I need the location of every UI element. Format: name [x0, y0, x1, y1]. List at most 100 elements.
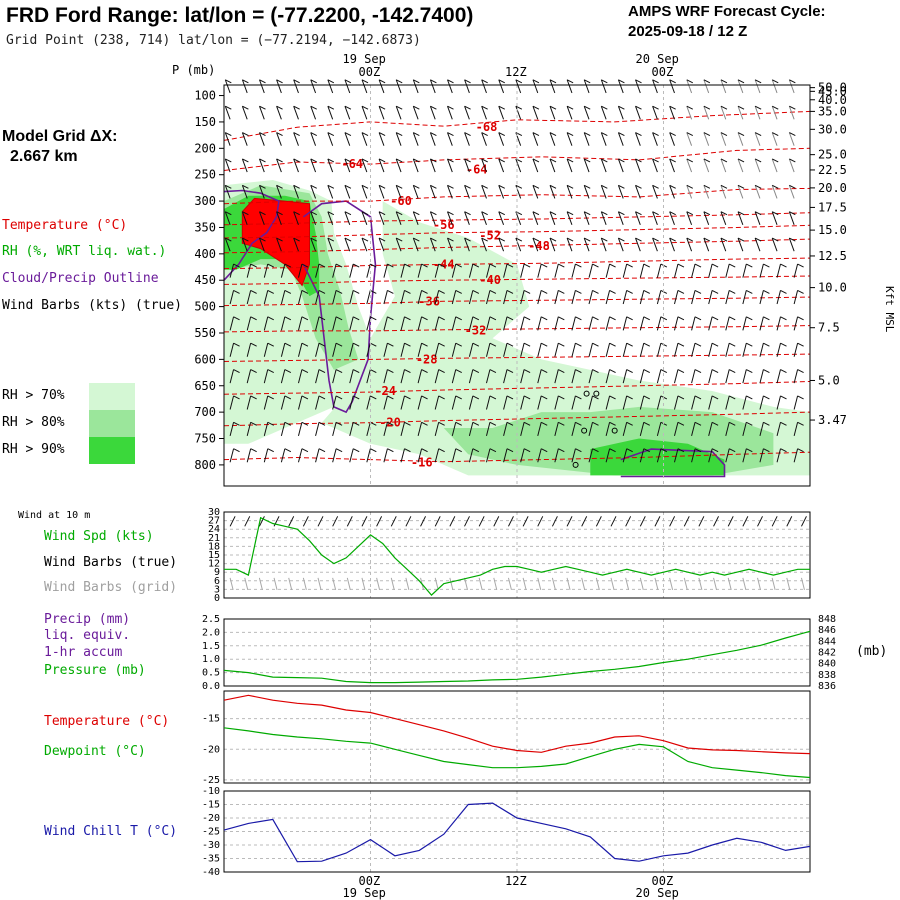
- wind-barb: [571, 316, 576, 331]
- wind-barb-flag: [464, 79, 471, 84]
- wind-barb: [617, 158, 624, 173]
- wind-barb-flag: [267, 448, 274, 453]
- wind-barb-flag: [601, 184, 608, 189]
- true-wind-barb: [786, 516, 793, 527]
- wind-barb: [481, 132, 487, 146]
- wind-barb: [429, 237, 436, 252]
- panel3-tick-label: 0.0: [202, 681, 220, 692]
- wind-barb: [276, 237, 282, 252]
- wind-barb-flag: [506, 448, 514, 453]
- wind-barb-flag: [327, 211, 335, 216]
- wind-barb-flag: [430, 184, 437, 189]
- wind-barb: [315, 395, 320, 410]
- wind-barb: [241, 132, 248, 146]
- wind-barb-flag: [267, 263, 274, 268]
- wind-barb: [464, 237, 470, 252]
- wind-barb: [280, 422, 286, 436]
- wind-barb: [515, 105, 522, 120]
- true-wind-barb: [771, 516, 778, 527]
- wind-barb: [635, 105, 641, 120]
- wind-barb: [224, 132, 231, 146]
- wind-barb-flag: [549, 211, 557, 216]
- wind-barb-flag: [318, 448, 326, 453]
- wind-barb-flag: [387, 316, 394, 321]
- wind-barb-flag: [746, 316, 753, 321]
- wind-barb: [293, 132, 299, 146]
- wind-barb-flag: [276, 237, 283, 242]
- wind-barb-flag: [540, 448, 548, 453]
- wind-barb: [229, 263, 235, 278]
- wind-barb: [635, 185, 641, 199]
- wind-barb: [378, 158, 385, 173]
- wind-barb-flag: [335, 369, 343, 373]
- grid-wind-barb: [727, 577, 732, 591]
- wind-barb-flag: [711, 263, 719, 268]
- wind-barb-flag: [447, 105, 454, 110]
- wind-barb: [656, 263, 662, 278]
- wind-barb-flag: [293, 184, 300, 189]
- wind-barb-flag: [523, 395, 531, 400]
- wind-barb: [652, 105, 658, 120]
- wind-barb-flag: [447, 237, 454, 242]
- wind-barb-flag: [267, 395, 274, 400]
- wind-barb-flag: [754, 79, 762, 84]
- wind-barb: [498, 132, 505, 146]
- grid-wind-barb: [288, 577, 293, 591]
- wind-barb: [498, 158, 505, 173]
- wind-barb-flag: [754, 184, 762, 189]
- wind-barb-flag: [370, 369, 377, 373]
- wind-barbs-true-label: Wind Barbs (true): [44, 555, 178, 570]
- panel5-tick-label: -25: [202, 827, 220, 838]
- pressure-tick-label: 250: [194, 168, 216, 182]
- wind-barb: [464, 105, 470, 120]
- cloud-marker: [581, 427, 588, 434]
- wind-barb: [327, 158, 334, 173]
- wind-barb: [503, 316, 508, 331]
- wind-barb: [332, 290, 337, 305]
- wind-barb-flag: [370, 263, 377, 268]
- wind-barb: [241, 237, 248, 252]
- wind-barb-flag: [310, 79, 317, 84]
- wind-barb-flag: [703, 79, 711, 84]
- panel5-frame: [223, 790, 811, 873]
- pressure-right-tick-label: 836: [818, 681, 836, 692]
- wind-barb-flag: [481, 237, 488, 242]
- wind-barb: [447, 237, 453, 252]
- wind-barb: [691, 369, 696, 384]
- wind-barb-flag: [772, 184, 779, 189]
- wind-barb: [674, 448, 679, 463]
- wind-barb-flag: [284, 421, 292, 426]
- grid-wind-barb: [478, 577, 483, 591]
- wind-barb-flag: [601, 211, 608, 216]
- wind-barb: [383, 395, 388, 410]
- wind-barb-flag: [472, 421, 480, 426]
- wind-barb: [412, 105, 419, 120]
- wind-barb: [263, 422, 269, 436]
- wind-barb: [754, 185, 761, 199]
- true-wind-barb: [742, 516, 749, 527]
- wind-barb-flag: [276, 184, 283, 189]
- wind-barb: [447, 79, 453, 94]
- wind-barb: [395, 79, 402, 94]
- wind-barb: [571, 263, 576, 278]
- wind-barb-flag: [669, 158, 676, 163]
- wind-barb: [383, 369, 388, 384]
- wind-barb: [691, 263, 696, 278]
- grid-wind-barb: [742, 577, 747, 591]
- wind-barb-flag: [780, 421, 787, 426]
- wind-barb: [605, 422, 611, 436]
- wind-barb-flag: [335, 421, 343, 426]
- wind-barb-flag: [575, 289, 582, 294]
- wind-barb-flag: [481, 79, 488, 84]
- wind-barb-flag: [575, 369, 582, 373]
- wind-barb-flag: [284, 342, 292, 347]
- pressure-tick-label: 100: [194, 89, 216, 103]
- wind-barb: [327, 185, 334, 199]
- wind-barb-flag: [250, 342, 257, 347]
- panel4-tick-label: -25: [202, 775, 220, 786]
- wind-barb: [344, 79, 351, 94]
- wind-barb: [293, 158, 299, 173]
- wind-barb: [708, 343, 713, 357]
- wind-barb-flag: [592, 395, 599, 400]
